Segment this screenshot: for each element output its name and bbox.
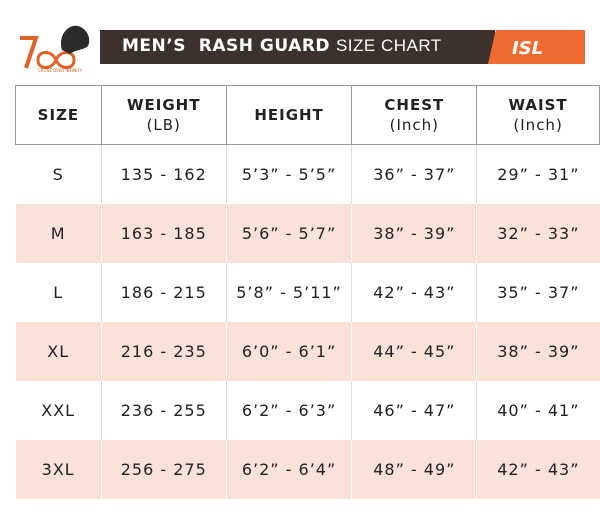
title-banner [100,30,495,64]
column-unit: (Inch) [513,116,563,134]
value-cell: 186 - 215 [100,263,227,322]
title: MEN’S RASH GUARD SIZE CHART [122,36,442,56]
logo-seven [20,36,39,69]
column-header: WAIST (Inch) [476,85,600,145]
table-row: XXL 236 - 255 6’2” - 6’3” 46” - 47” 40” - 41… [16,381,600,440]
value-cell: 40” - 41” [476,381,600,440]
value-cell: 38” - 39” [476,322,600,381]
value-cell: 216 - 235 [100,322,227,381]
table-row: M 163 - 185 5’6” - 5’7” 38” - 39” 32” - 33” [15,204,600,263]
value-cell: 6’2” - 6’4” [225,440,352,499]
value-cell: 236 - 255 [100,381,227,440]
size-cell: XXL [41,401,76,420]
table-row: XL 216 - 235 6’0” - 6’1” 44” - 45” 38” - 39” [15,322,600,381]
column-header: WEIGHT (LB) [100,85,227,145]
value-cell: 46” - 47” [351,381,477,440]
size-cell: 3XL [15,440,102,499]
column-unit: (LB) [146,116,181,134]
logo-tagline: CROSS OVER INFINITY [38,68,83,73]
value-cell: 44” - 45” [351,322,477,381]
table-row: S 135 - 162 5’3” - 5’5” 36” - 37” 29” - 31” [16,144,600,204]
left-logo [20,25,90,69]
value-cell: 163 - 185 [100,204,227,263]
value-cell: 35” - 37” [476,263,600,322]
value-cell: 36” - 37” [351,144,477,204]
value-cell: 256 - 275 [100,440,227,499]
value-cell: 42” - 43” [476,440,600,499]
brand-banner [488,30,585,64]
table-row: L 186 - 215 5’8” - 5’11” 42” - 43” 35” - 37” [16,263,600,322]
logo-figure [60,25,90,54]
right-logo: ISL [512,38,544,59]
title-bold: MEN’S RASH GUARD [122,36,331,56]
column-header: HEIGHT [225,85,353,145]
value-cell: 6’2” - 6’3” [225,381,352,440]
size-cell: XL [15,322,102,381]
column-label: WAIST [508,96,568,114]
value-cell: 32” - 33” [476,204,600,263]
value-cell: 29” - 31” [476,144,600,204]
logo-infinity [36,51,76,69]
column-unit: (Inch) [389,116,440,134]
value-cell: 135 - 162 [100,144,227,204]
size-cell: M [15,204,102,263]
header-row: SIZE WEIGHT (LB) HEIGHT CHEST (Inch) WAIST (Inc… [15,85,600,145]
value-cell: 38” - 39” [351,204,477,263]
column-label: HEIGHT [254,106,324,124]
column-header: CHEST (Inch) [351,85,478,145]
title-light: SIZE CHART [335,36,442,55]
value-cell: 5’6” - 5’7” [225,204,352,263]
column-label: SIZE [37,106,80,124]
column-label: CHEST [384,96,445,114]
value-cell: 5’3” - 5’5” [225,144,352,204]
value-cell: 6’0” - 6’1” [225,322,352,381]
value-cell: 42” - 43” [351,263,477,322]
table-body: S 135 - 162 5’3” - 5’5” 36” - 37” 29” - 31” M… [15,144,600,499]
size-cell: L [53,283,64,302]
value-cell: 48” - 49” [351,440,477,499]
value-cell: 5’8” - 5’11” [225,263,352,322]
column-header: SIZE [15,85,102,145]
size-cell: S [52,165,64,184]
size-table: SIZE WEIGHT (LB) HEIGHT CHEST (Inch) WAIST (Inc… [15,85,600,499]
column-label: WEIGHT [127,96,201,114]
table-row: 3XL 256 - 275 6’2” - 6’4” 48” - 49” 42” - 43… [15,440,600,499]
